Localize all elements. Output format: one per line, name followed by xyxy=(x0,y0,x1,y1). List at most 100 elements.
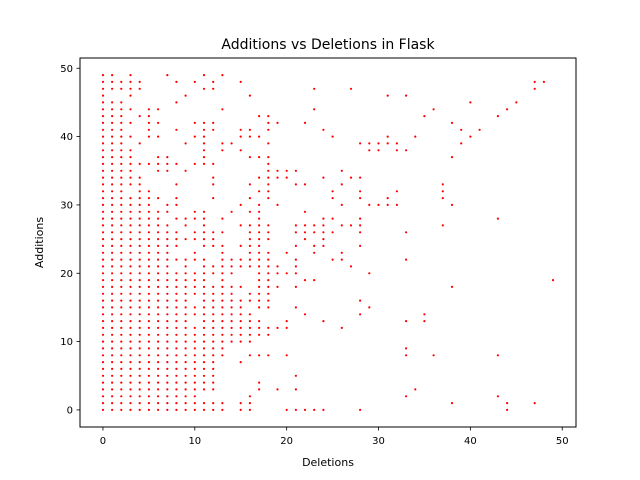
data-point xyxy=(202,272,206,275)
data-point xyxy=(120,142,123,145)
data-point xyxy=(111,190,114,193)
data-point xyxy=(258,320,261,323)
data-point xyxy=(166,244,169,247)
data-point xyxy=(294,224,297,227)
data-point xyxy=(138,224,141,227)
data-point xyxy=(157,340,160,343)
data-point xyxy=(202,320,206,323)
data-point xyxy=(193,367,196,370)
data-point xyxy=(157,244,160,247)
data-point xyxy=(368,149,371,152)
data-point xyxy=(157,162,160,165)
data-point xyxy=(157,251,160,254)
x-tick-label: 0 xyxy=(100,436,106,447)
data-point xyxy=(166,238,169,241)
data-point xyxy=(239,285,242,288)
x-tick-label: 40 xyxy=(464,436,477,447)
data-point xyxy=(267,258,270,261)
data-point xyxy=(101,115,105,118)
data-point xyxy=(101,101,105,104)
data-point xyxy=(202,128,206,131)
data-point xyxy=(230,142,233,145)
plot-frame xyxy=(79,57,577,428)
data-point xyxy=(212,313,215,316)
data-point xyxy=(175,285,178,288)
data-point xyxy=(285,326,288,329)
data-point xyxy=(101,306,105,309)
data-point xyxy=(258,285,261,288)
data-point xyxy=(212,354,215,357)
data-point xyxy=(157,320,160,323)
data-point xyxy=(138,367,141,370)
data-point xyxy=(166,299,169,302)
data-point xyxy=(359,190,362,193)
data-point xyxy=(157,279,160,282)
data-point xyxy=(175,374,178,377)
data-point xyxy=(175,367,178,370)
data-point xyxy=(248,299,251,302)
data-point xyxy=(120,121,123,124)
data-point xyxy=(258,224,261,227)
data-point xyxy=(248,128,251,131)
data-point xyxy=(202,347,206,350)
data-point xyxy=(202,367,206,370)
data-point xyxy=(147,108,150,111)
data-point xyxy=(294,244,297,247)
data-point xyxy=(120,306,123,309)
data-point xyxy=(166,374,169,377)
data-point xyxy=(138,299,141,302)
data-point xyxy=(202,408,206,411)
data-point xyxy=(239,135,242,138)
data-point xyxy=(120,156,123,159)
data-point xyxy=(120,197,123,200)
data-point xyxy=(386,135,389,138)
data-point xyxy=(138,258,141,261)
data-point xyxy=(303,238,307,241)
data-point xyxy=(285,176,288,179)
data-point xyxy=(276,176,279,179)
data-point xyxy=(248,244,251,247)
data-point xyxy=(405,94,408,97)
data-point xyxy=(166,326,169,329)
data-point xyxy=(120,135,123,138)
data-point xyxy=(175,217,178,220)
data-point xyxy=(166,279,169,282)
data-point xyxy=(193,374,196,377)
data-point xyxy=(230,272,233,275)
data-point xyxy=(202,231,206,234)
data-point xyxy=(120,272,123,275)
data-point xyxy=(294,231,297,234)
data-point xyxy=(267,231,270,234)
data-point xyxy=(202,313,206,316)
data-point xyxy=(138,381,141,384)
data-point xyxy=(101,326,105,329)
data-point xyxy=(193,395,196,398)
data-point xyxy=(101,292,105,295)
data-point xyxy=(221,326,224,329)
data-point xyxy=(359,299,362,302)
data-point xyxy=(138,115,141,118)
data-point xyxy=(239,320,242,323)
data-point xyxy=(157,381,160,384)
data-point xyxy=(368,306,371,309)
data-point xyxy=(267,299,270,302)
data-point xyxy=(147,388,150,391)
data-point xyxy=(147,244,150,247)
data-point xyxy=(294,272,297,275)
data-point xyxy=(120,361,123,364)
data-point xyxy=(166,381,169,384)
data-point xyxy=(120,340,123,343)
data-point xyxy=(248,238,251,241)
data-point xyxy=(359,244,362,247)
data-point xyxy=(276,326,279,329)
data-point xyxy=(184,381,187,384)
data-point xyxy=(111,388,114,391)
data-point xyxy=(202,135,206,138)
data-point xyxy=(101,108,105,111)
data-point xyxy=(120,408,123,411)
data-point xyxy=(120,333,123,336)
data-point xyxy=(432,108,435,111)
data-point xyxy=(147,326,150,329)
data-point xyxy=(147,306,150,309)
